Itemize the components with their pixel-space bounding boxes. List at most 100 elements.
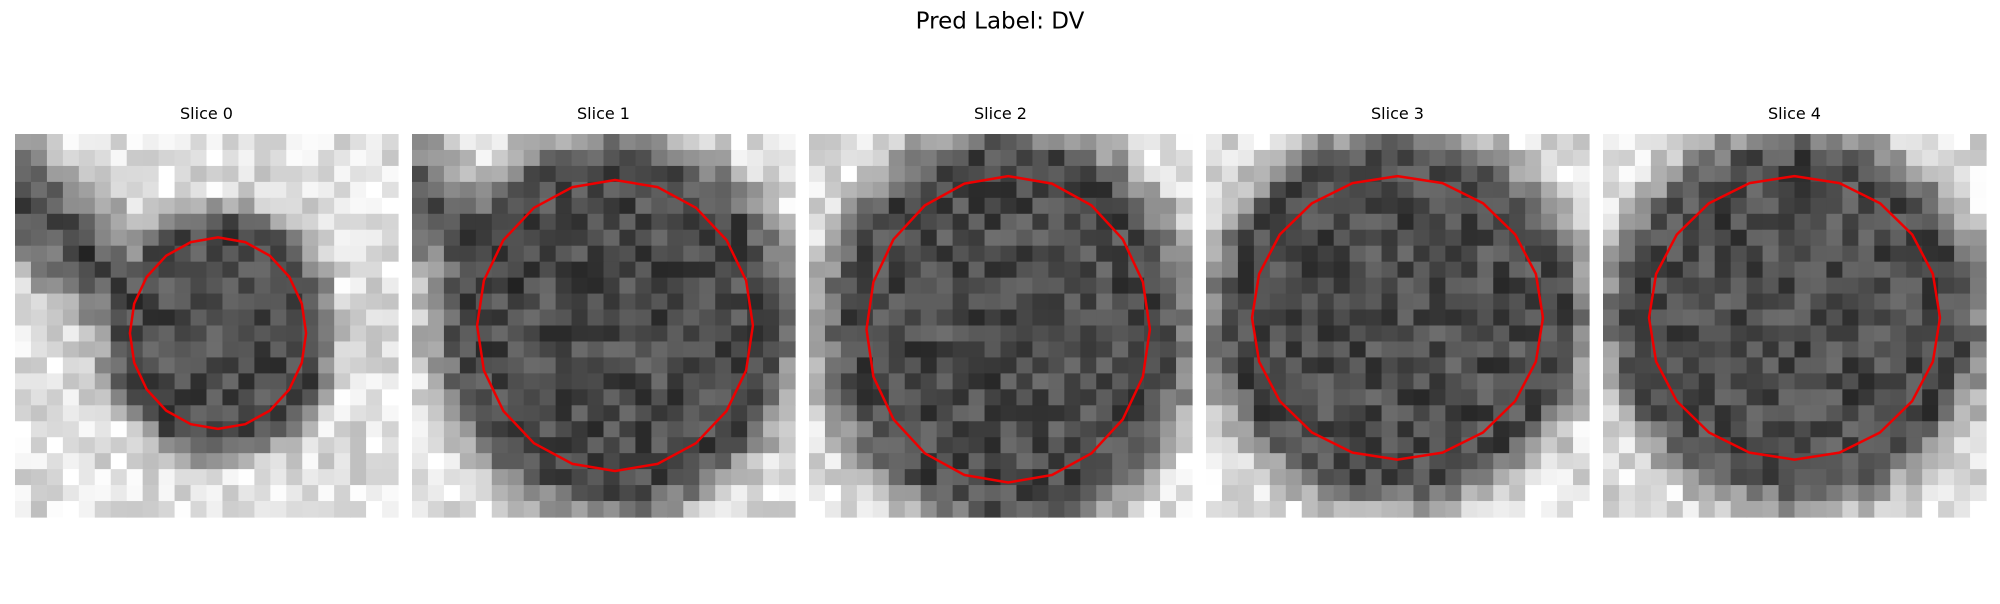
image-pixel xyxy=(1381,277,1399,295)
image-pixel xyxy=(62,149,80,167)
image-pixel xyxy=(856,181,874,199)
image-pixel xyxy=(1080,181,1097,199)
image-pixel xyxy=(1016,453,1034,470)
image-pixel xyxy=(1317,213,1335,231)
image-pixel xyxy=(1746,325,1764,343)
image-pixel xyxy=(1080,437,1097,454)
image-pixel xyxy=(952,357,970,374)
image-pixel xyxy=(158,341,176,359)
image-pixel xyxy=(1096,469,1113,486)
image-pixel xyxy=(651,405,668,422)
image-pixel xyxy=(1221,405,1239,422)
image-pixel xyxy=(1842,453,1859,470)
image-pixel xyxy=(1477,341,1494,359)
image-pixel xyxy=(1032,261,1049,279)
image-pixel xyxy=(382,389,399,406)
image-pixel xyxy=(523,389,541,406)
image-pixel xyxy=(1317,389,1335,406)
image-pixel xyxy=(1096,373,1113,390)
image-pixel xyxy=(555,277,573,295)
image-pixel xyxy=(1445,501,1462,518)
image-pixel xyxy=(1160,325,1177,343)
image-pixel xyxy=(603,341,621,359)
image-pixel xyxy=(1064,149,1081,167)
image-pixel xyxy=(1666,469,1684,486)
image-pixel xyxy=(334,149,351,167)
image-pixel xyxy=(1461,309,1478,327)
image-pixel xyxy=(222,293,240,311)
image-pixel xyxy=(1603,293,1620,311)
image-pixel xyxy=(603,421,621,438)
image-pixel xyxy=(62,261,80,279)
image-pixel xyxy=(872,357,890,374)
image-pixel xyxy=(635,341,652,359)
image-pixel xyxy=(412,309,429,327)
image-pixel xyxy=(1858,453,1875,470)
image-pixel xyxy=(1970,357,1987,374)
image-pixel xyxy=(1285,229,1303,247)
image-pixel xyxy=(1650,389,1668,406)
image-pixel xyxy=(1128,309,1145,327)
image-pixel xyxy=(15,149,32,167)
image-pixel xyxy=(1493,389,1510,406)
image-pixel xyxy=(1603,373,1620,390)
image-pixel xyxy=(619,181,637,199)
image-pixel xyxy=(126,389,144,406)
image-pixel xyxy=(1349,197,1367,215)
image-pixel xyxy=(1301,261,1319,279)
image-pixel xyxy=(366,373,383,390)
image-pixel xyxy=(1842,229,1859,247)
image-pixel xyxy=(571,309,589,327)
image-pixel xyxy=(238,357,255,374)
image-pixel xyxy=(412,181,429,199)
image-pixel xyxy=(1381,261,1399,279)
image-pixel xyxy=(1413,469,1431,486)
image-pixel xyxy=(302,469,319,486)
image-pixel xyxy=(443,389,461,406)
image-pixel xyxy=(1954,213,1971,231)
image-pixel xyxy=(1365,421,1383,438)
image-pixel xyxy=(507,421,525,438)
image-pixel xyxy=(1413,437,1431,454)
image-pixel xyxy=(1603,469,1620,486)
image-pixel xyxy=(523,261,541,279)
image-pixel xyxy=(1714,373,1732,390)
image-pixel xyxy=(1730,485,1748,502)
image-pixel xyxy=(1301,245,1319,263)
image-pixel xyxy=(1746,261,1764,279)
image-pixel xyxy=(539,134,557,151)
image-pixel xyxy=(222,501,240,518)
image-pixel xyxy=(731,325,748,343)
image-pixel xyxy=(206,134,224,151)
image-pixel xyxy=(1397,389,1415,406)
image-pixel xyxy=(1874,469,1891,486)
image-pixel xyxy=(475,197,493,215)
image-pixel xyxy=(763,277,780,295)
image-pixel xyxy=(1349,245,1367,263)
image-pixel xyxy=(571,421,589,438)
image-pixel xyxy=(984,357,1002,374)
image-pixel xyxy=(856,357,874,374)
image-pixel xyxy=(1666,197,1684,215)
image-pixel xyxy=(1206,277,1223,295)
image-pixel xyxy=(1317,341,1335,359)
image-pixel xyxy=(1890,341,1907,359)
image-pixel xyxy=(1698,437,1716,454)
image-pixel xyxy=(174,165,192,183)
image-pixel xyxy=(635,229,652,247)
image-pixel xyxy=(1285,341,1303,359)
image-pixel xyxy=(571,149,589,167)
image-pixel xyxy=(824,469,842,486)
image-pixel xyxy=(856,245,874,263)
image-pixel xyxy=(222,245,240,263)
image-pixel xyxy=(1682,277,1700,295)
image-pixel xyxy=(936,181,954,199)
image-pixel xyxy=(1445,421,1462,438)
image-pixel xyxy=(334,134,351,151)
image-pixel xyxy=(78,293,96,311)
image-pixel xyxy=(1858,421,1875,438)
image-pixel xyxy=(1557,229,1574,247)
image-pixel xyxy=(270,245,287,263)
image-pixel xyxy=(856,277,874,295)
image-pixel xyxy=(779,485,796,502)
